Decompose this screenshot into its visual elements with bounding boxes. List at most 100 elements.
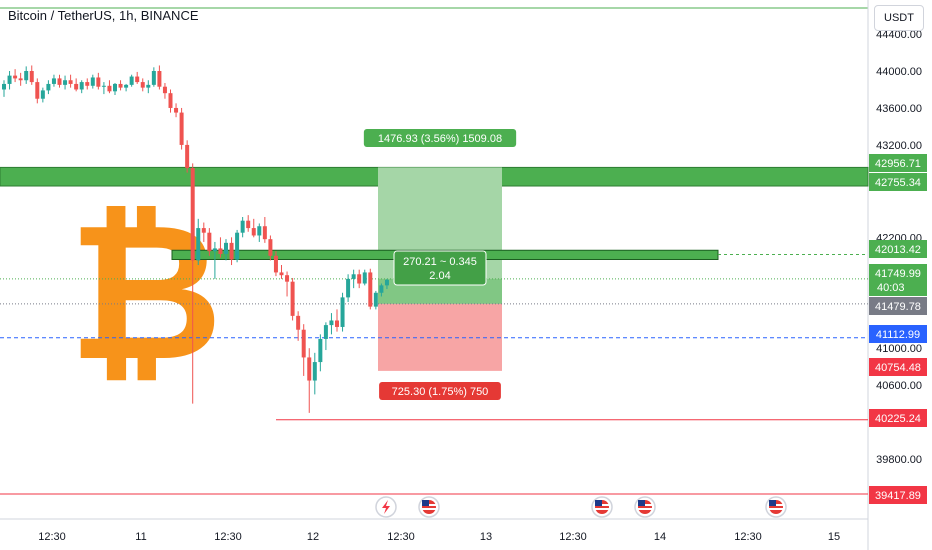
flag-canton xyxy=(422,500,429,506)
candle xyxy=(107,80,112,94)
candle-body xyxy=(168,93,173,108)
y-tick-label: 40600.00 xyxy=(876,380,922,392)
price-tag-bg xyxy=(869,486,927,504)
us-flag-icon[interactable] xyxy=(591,496,613,518)
price-tag: 40225.24 xyxy=(869,409,927,427)
x-tick-label: 15 xyxy=(828,531,840,543)
target-label-text: 1476.93 (3.56%) 1509.08 xyxy=(378,133,502,145)
candle-body xyxy=(224,242,228,254)
candle xyxy=(51,74,56,87)
y-tick-label: 44000.00 xyxy=(876,66,922,78)
candle xyxy=(113,83,117,96)
candle xyxy=(85,78,90,90)
price-tag: 41479.78 xyxy=(869,297,927,315)
price-tag-text: 39417.89 xyxy=(875,490,921,502)
candle-body xyxy=(162,86,167,94)
candle xyxy=(151,67,156,87)
candle-body xyxy=(129,76,134,85)
candle-body xyxy=(307,357,312,381)
candle-body xyxy=(357,274,362,284)
bitcoin-logo-icon: ₿ xyxy=(68,187,223,399)
candle-body xyxy=(262,226,267,240)
candle-body xyxy=(362,272,367,284)
lightning-icon[interactable] xyxy=(375,496,397,518)
candle xyxy=(146,80,151,94)
position-stop-area xyxy=(378,303,502,371)
candle-body xyxy=(35,82,40,99)
candle-body xyxy=(229,242,234,260)
candle xyxy=(196,218,201,266)
candle-body xyxy=(74,83,79,90)
price-tag-bg xyxy=(869,154,927,172)
candle xyxy=(307,348,312,413)
candle xyxy=(90,74,95,89)
candle xyxy=(340,292,345,332)
candle-body xyxy=(18,78,23,81)
candle xyxy=(318,334,323,372)
candle xyxy=(240,216,245,238)
flag-white-stripe xyxy=(638,508,652,510)
candle xyxy=(190,163,195,404)
center-label-line1: 270.21 ~ 0.345 xyxy=(403,256,477,268)
price-tag-text: 40225.24 xyxy=(875,413,921,425)
candle-body xyxy=(368,272,373,307)
candle-body xyxy=(179,112,184,145)
candle-body xyxy=(85,82,90,86)
flag-white-stripe xyxy=(595,508,609,510)
candle-body xyxy=(151,71,156,85)
candle-body xyxy=(351,274,356,279)
candle-body xyxy=(346,278,351,298)
candle xyxy=(29,65,34,85)
candle xyxy=(179,107,184,150)
candle xyxy=(201,222,206,242)
candle xyxy=(323,322,328,351)
candle xyxy=(68,74,73,88)
flag-canton xyxy=(595,500,602,506)
candle xyxy=(246,215,251,232)
candle xyxy=(207,228,212,256)
candle-body xyxy=(251,228,256,236)
candle xyxy=(285,271,290,297)
candle-body xyxy=(124,84,129,88)
price-tag: 41112.99 xyxy=(869,325,927,343)
price-tag: 40754.48 xyxy=(869,358,927,376)
candle-body xyxy=(118,83,123,88)
us-flag-icon[interactable] xyxy=(765,496,787,518)
price-tag-text: 42013.42 xyxy=(875,244,921,256)
price-tag-bg xyxy=(869,358,927,376)
x-tick-label: 12:30 xyxy=(734,531,762,543)
candle xyxy=(168,89,173,113)
y-tick-label: 44400.00 xyxy=(876,29,922,41)
candle-body xyxy=(268,239,273,256)
price-tag-text: 41479.78 xyxy=(875,301,921,313)
candle-body xyxy=(201,228,206,233)
candle xyxy=(296,311,301,341)
currency-button[interactable]: USDT xyxy=(874,5,924,31)
candle xyxy=(79,80,84,94)
us-flag-icon[interactable] xyxy=(418,496,440,518)
candle xyxy=(118,80,123,91)
candle-body xyxy=(57,78,62,85)
candle-body xyxy=(13,75,18,79)
candle-body xyxy=(135,76,140,83)
us-flag-icon[interactable] xyxy=(634,496,656,518)
price-tag: 41749.99 40:03 xyxy=(869,264,927,296)
price-tag-bg xyxy=(869,409,927,427)
candle xyxy=(273,251,278,277)
candle-body xyxy=(174,107,179,113)
price-tag: 42013.42 xyxy=(869,240,927,258)
candle-body xyxy=(185,144,190,169)
candle xyxy=(157,65,162,90)
candle xyxy=(40,87,45,103)
candle-body xyxy=(46,83,51,91)
candle-body xyxy=(140,82,145,88)
candle-body xyxy=(312,362,317,381)
candle-body xyxy=(279,272,284,276)
candle-body xyxy=(40,90,45,99)
candle-body xyxy=(240,220,245,233)
center-label-bg xyxy=(393,250,487,286)
candle-body xyxy=(296,315,301,330)
candle-body xyxy=(379,285,384,293)
y-tick-label: 43200.00 xyxy=(876,140,922,152)
